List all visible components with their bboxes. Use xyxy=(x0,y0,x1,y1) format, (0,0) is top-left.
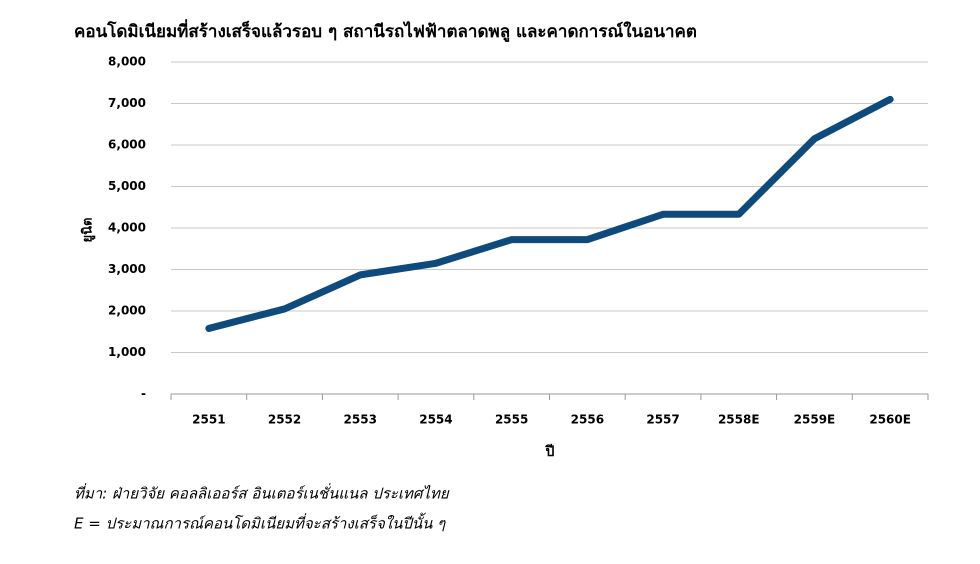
source-note: ที่มา: ฝ่ายวิจัย คอลลิเออร์ส อินเตอร์เนช… xyxy=(74,483,450,503)
y-tick-label: 1,000 xyxy=(108,345,146,359)
y-tick-label: 4,000 xyxy=(108,221,146,235)
x-tick-label: 2556 xyxy=(571,413,604,427)
chart-title: คอนโดมิเนียมที่สร้างเสร็จแล้วรอบ ๆ สถานี… xyxy=(74,19,697,43)
y-tick-label: 5,000 xyxy=(108,179,146,193)
data-line xyxy=(205,95,894,332)
x-tick-label: 2553 xyxy=(344,413,377,427)
y-tick-label: 3,000 xyxy=(108,262,146,276)
x-tick-label: 2554 xyxy=(419,413,452,427)
y-tick-label: - xyxy=(141,387,146,401)
y-tick-label: 8,000 xyxy=(108,55,146,69)
x-tick-label: 2551 xyxy=(192,413,225,427)
footnote: E = ประมาณการณ์คอนโดมิเนียมที่จะสร้างเสร… xyxy=(74,513,446,533)
y-axis-label: ยูนิต xyxy=(81,218,96,243)
y-tick-label: 2,000 xyxy=(108,304,146,318)
y-tick-label: 6,000 xyxy=(108,138,146,152)
x-tick-label: 2559E xyxy=(794,413,836,427)
x-tick-label: 2555 xyxy=(495,413,528,427)
x-tick-label: 2558E xyxy=(718,413,760,427)
x-axis-label: ปี xyxy=(544,444,554,460)
y-tick-label: 7,000 xyxy=(108,96,146,110)
x-tick-label: 2557 xyxy=(646,413,679,427)
x-tick-label: 2560E xyxy=(869,413,911,427)
x-tick-label: 2552 xyxy=(268,413,301,427)
